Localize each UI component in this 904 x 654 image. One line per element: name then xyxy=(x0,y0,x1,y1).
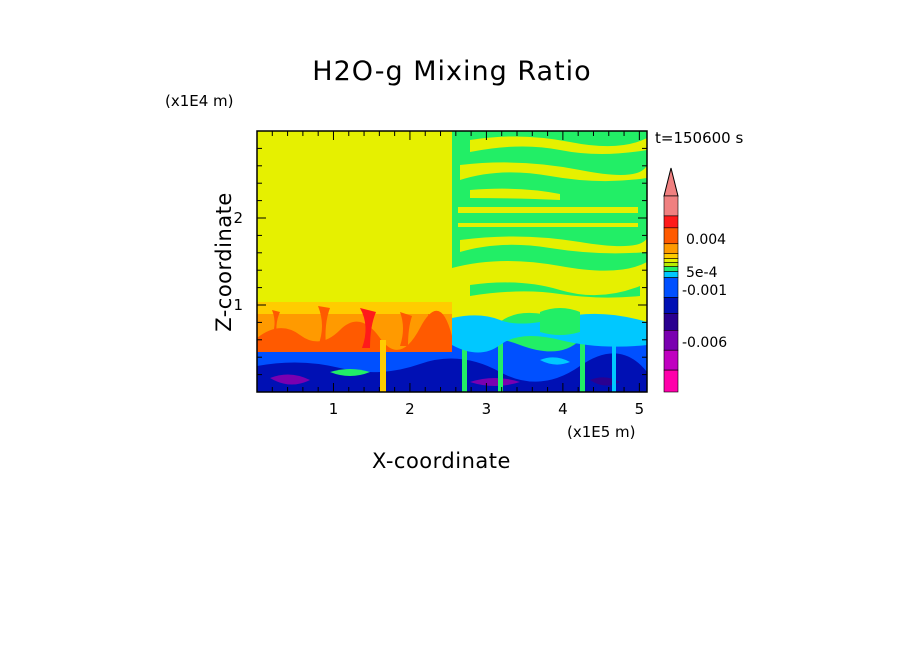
colorbar-swatch xyxy=(663,313,679,331)
x-tick-label: 3 xyxy=(482,400,492,418)
x-tick-label: 5 xyxy=(635,400,645,418)
colorbar-swatch xyxy=(663,262,679,267)
y-axis-unit: (x1E4 m) xyxy=(165,92,234,110)
colorbar-swatch xyxy=(663,277,679,298)
colorbar-label: -0.006 xyxy=(682,335,727,351)
colorbar-swatch xyxy=(663,258,679,263)
y-tick-label: 1 xyxy=(233,296,243,314)
x-tick-label: 2 xyxy=(405,400,415,418)
colorbar-swatch xyxy=(663,266,679,272)
colorbar-swatch xyxy=(663,330,679,351)
x-axis-ticks: 1 2 3 4 5 xyxy=(271,131,645,418)
colorbar-swatch xyxy=(663,369,679,393)
colorbar-swatch xyxy=(663,195,679,217)
x-axis-unit: (x1E5 m) xyxy=(567,423,636,441)
colorbar-swatch xyxy=(663,271,679,278)
colorbar: 0.004 5e-4 -0.001 -0.006 xyxy=(663,167,727,393)
x-tick-label: 4 xyxy=(558,400,568,418)
colorbar-extend-arrow xyxy=(663,167,679,197)
x-axis-label: X-coordinate xyxy=(372,449,511,473)
plot-frame xyxy=(256,130,648,393)
colorbar-label: 5e-4 xyxy=(686,265,718,281)
colorbar-swatch xyxy=(663,349,679,371)
colorbar-swatch xyxy=(663,297,679,314)
chart-title: H2O-g Mixing Ratio xyxy=(312,56,592,87)
colorbar-swatch xyxy=(663,215,679,229)
contour-field xyxy=(257,131,647,392)
colorbar-swatch xyxy=(663,253,679,259)
time-label: t=150600 s xyxy=(655,129,744,147)
colorbar-label: -0.001 xyxy=(682,283,727,299)
x-tick-label: 1 xyxy=(329,400,339,418)
y-tick-label: 2 xyxy=(233,209,243,227)
colorbar-label: 0.004 xyxy=(686,232,726,248)
colorbar-swatch xyxy=(663,243,679,255)
y-axis-ticks: 12 xyxy=(233,147,647,376)
colorbar-swatch xyxy=(663,227,679,245)
